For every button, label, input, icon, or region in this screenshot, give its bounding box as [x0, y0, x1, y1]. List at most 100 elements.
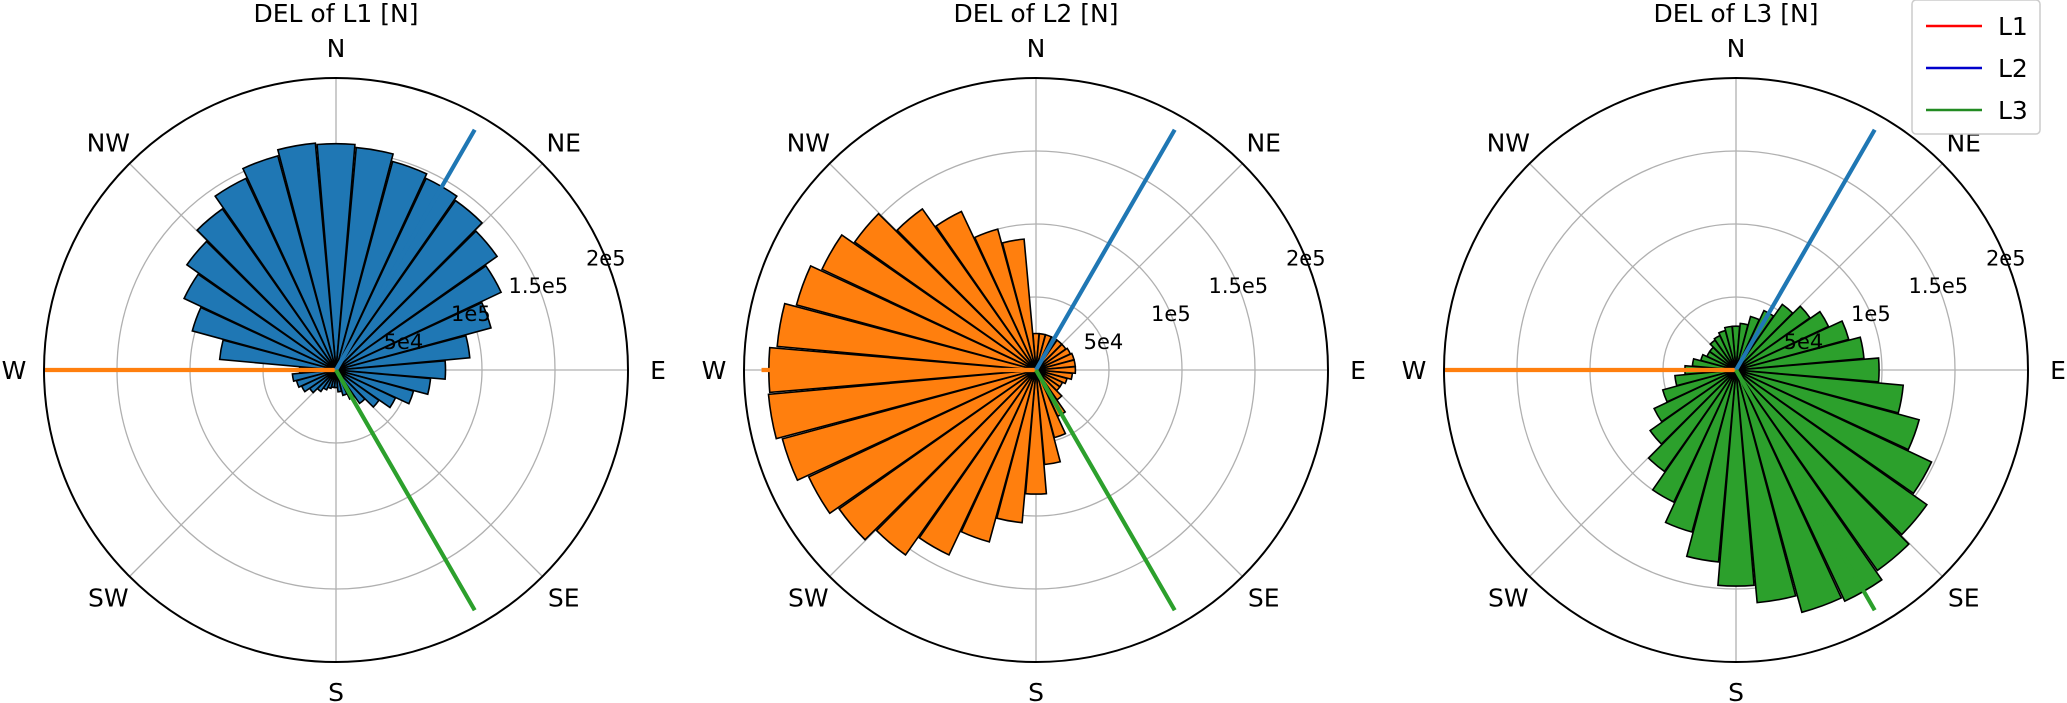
direction-line-l3 [334, 368, 477, 612]
polar-bar [191, 306, 337, 371]
polar-bar [918, 369, 1037, 557]
plot-title: DEL of L2 [N] [954, 0, 1119, 28]
polar-bar [185, 240, 337, 371]
polar-bar [1723, 325, 1737, 371]
legend-label-l1: L1 [1998, 12, 2028, 41]
direction-label: SE [1948, 584, 1980, 613]
radial-tick-label: 2e5 [1286, 246, 1326, 270]
polar-bar [1735, 336, 1865, 371]
polar-frame [743, 77, 1329, 663]
polar-bar [335, 369, 397, 409]
legend-item: L2 [1926, 54, 2028, 83]
polar-plot-l1: DEL of L1 [N] N NE E SE S SW W NW 5e4 1e5 1.5e5 2e5 [2, 0, 666, 703]
radial-tick-label: 1e5 [1151, 302, 1191, 326]
direction-line-l3 [1034, 368, 1177, 612]
polar-bar [934, 210, 1037, 371]
direction-line-l2 [1734, 128, 1877, 372]
polar-bar [183, 273, 337, 371]
polar-bar [291, 369, 337, 383]
polar-bar [335, 334, 471, 371]
polar-bar [807, 369, 1037, 515]
direction-label: W [1402, 356, 1427, 385]
legend-item: L3 [1926, 96, 2028, 125]
legend-label-l2: L2 [1998, 54, 2028, 83]
polar-bar [241, 154, 337, 371]
polar-bar [1735, 369, 1843, 614]
polar-bar [895, 207, 1037, 371]
direction-label: NW [1487, 128, 1530, 157]
polar-bar [1735, 357, 1880, 383]
polar-bar [767, 369, 1037, 440]
polar-bar [1735, 369, 1933, 495]
polar-bar [335, 264, 503, 371]
polar-plot-l2: DEL of L2 [N] N NE E SE S SW W NW 5e4 1e5 1.5e5 2e5 [702, 0, 1366, 703]
polar-bar [276, 142, 337, 371]
polar-bar [1647, 369, 1737, 473]
direction-label: SE [1248, 584, 1280, 613]
polar-bar [1735, 369, 1797, 604]
polar-bar [820, 233, 1037, 371]
radial-tick-label: 2e5 [1986, 246, 2026, 270]
polar-bar [1035, 365, 1077, 375]
polar-bar [1674, 369, 1737, 387]
polar-bar [1024, 369, 1048, 495]
polar-bar [1001, 238, 1037, 371]
direction-line-l2 [1034, 128, 1177, 372]
radial-tick-label: 1e5 [451, 302, 491, 326]
plot-title: DEL of L3 [N] [1654, 0, 1819, 28]
direction-line-l3 [1734, 368, 1877, 612]
polar-bar [1651, 369, 1737, 504]
direction-label: E [650, 356, 666, 385]
polar-bar [335, 301, 492, 371]
polar-bar [335, 146, 395, 371]
direction-label: SE [548, 584, 580, 613]
direction-label: E [2050, 356, 2066, 385]
polar-bar [776, 302, 1037, 371]
direction-label: NW [787, 128, 830, 157]
direction-label: NE [546, 128, 581, 157]
polar-bar [335, 160, 428, 371]
direction-label: E [1350, 356, 1366, 385]
direction-label: N [1027, 34, 1046, 63]
polar-bar [1735, 369, 1929, 536]
radial-tick-label: 1e5 [1851, 302, 1891, 326]
polar-bar [195, 207, 337, 371]
direction-label: S [1028, 678, 1044, 703]
polar-frame [43, 77, 629, 663]
polar-bar [1735, 319, 1850, 371]
radial-tick-label: 1.5e5 [1208, 274, 1268, 298]
direction-line-l2 [334, 128, 477, 372]
polar-frame [1443, 77, 2029, 663]
polar-bar [795, 264, 1037, 371]
direction-label: W [2, 356, 27, 385]
radial-tick-label: 5e4 [1084, 330, 1124, 354]
polar-bar [1648, 369, 1737, 446]
polar-bar [1661, 369, 1737, 403]
radial-tick-label: 1.5e5 [508, 274, 568, 298]
polar-bar [335, 199, 484, 371]
direction-label: SW [88, 584, 129, 613]
direction-label: SW [788, 584, 829, 613]
polar-bar [335, 369, 381, 409]
legend: L1 L2 L3 [1911, 0, 2041, 135]
direction-label: N [327, 34, 346, 63]
polar-bar [335, 359, 447, 381]
plot-title: DEL of L1 [N] [254, 0, 419, 28]
direction-label: NE [1246, 128, 1281, 157]
polar-bar [1717, 369, 1755, 587]
direction-label: W [702, 356, 727, 385]
polar-bar [853, 212, 1037, 371]
radial-tick-label: 1.5e5 [1908, 274, 1968, 298]
polar-bar [973, 228, 1037, 371]
direction-label: NW [87, 128, 130, 157]
radial-tick-label: 5e4 [384, 330, 424, 354]
polar-bar [1735, 369, 1910, 572]
legend-item: L1 [1926, 12, 2028, 41]
legend-label-l3: L3 [1998, 96, 2028, 125]
radial-tick-label: 2e5 [586, 246, 626, 270]
polar-bar [214, 177, 337, 371]
polar-bar [1735, 369, 1921, 451]
polar-bar [960, 369, 1037, 543]
